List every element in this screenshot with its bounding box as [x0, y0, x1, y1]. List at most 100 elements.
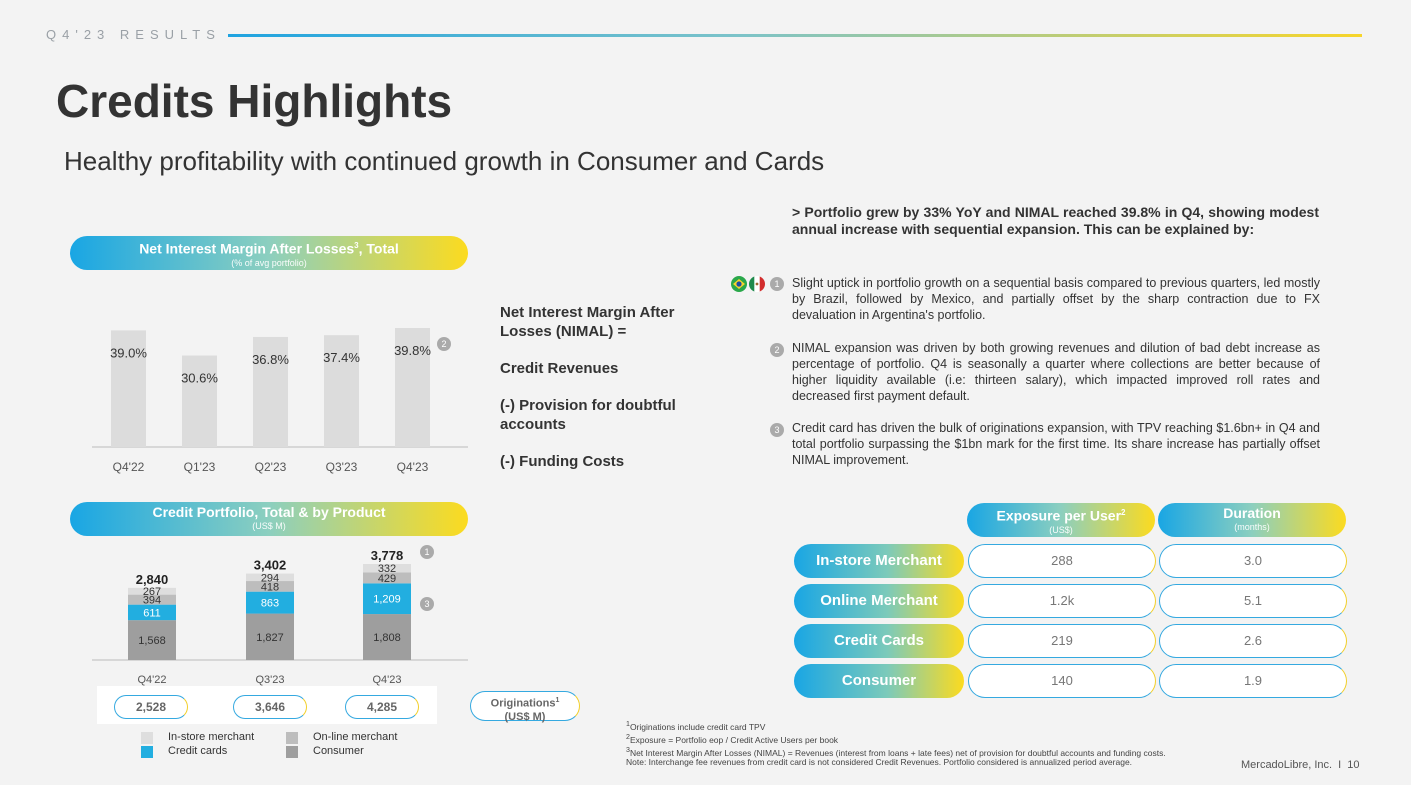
portfolio-segment-label: 429: [378, 573, 396, 585]
nimal-chart-header: Net Interest Margin After Losses3, Total…: [70, 236, 468, 270]
portfolio-bar-segment: [246, 591, 294, 614]
exposure-value: 140: [968, 664, 1156, 698]
originations-value: 3,646: [233, 695, 307, 719]
table-row-label: In-store Merchant: [794, 544, 964, 578]
duration-header-unit: (months): [1234, 522, 1270, 532]
exposure-header-unit: (US$): [1049, 524, 1073, 535]
originations-label-box: Originations1 (US$ M): [470, 691, 580, 723]
bullet-text: Slight uptick in portfolio growth on a s…: [792, 276, 1320, 322]
portfolio-segment-label: 611: [143, 607, 161, 619]
portfolio-bar-segment: [128, 620, 176, 660]
nimal-x-tick-label: Q4'22: [113, 460, 145, 474]
bullet-text: Credit card has driven the bulk of origi…: [792, 421, 1320, 467]
legend-label: Consumer: [313, 745, 364, 757]
nimal-bar: [111, 330, 146, 447]
portfolio-x-tick-label: Q4'22: [137, 674, 166, 686]
portfolio-segment-label: 1,568: [138, 635, 166, 647]
brazil-flag-icon: [731, 276, 747, 292]
footnote: 3Net Interest Margin After Losses (NIMAL…: [626, 745, 1166, 768]
nimal-chart-title-sup: 3: [354, 241, 359, 250]
mexico-flag-icon: [749, 276, 765, 292]
portfolio-segment-label: 267: [143, 586, 161, 598]
nimal-bar-chart: 39.0% Q4'22 30.6% Q1'23 36.8% Q2'23 37.4% Q3'23…: [92, 328, 468, 474]
portfolio-x-tick-label: Q4'23: [372, 674, 401, 686]
bullet-number: 3: [770, 423, 784, 437]
company-name: MercadoLibre, Inc.: [1241, 759, 1333, 771]
portfolio-bar-segment: [128, 587, 176, 595]
portfolio-segment-label: 863: [261, 598, 279, 610]
originations-label: Originations: [490, 697, 556, 710]
legend-swatch-instore: [141, 732, 153, 744]
duration-value: 2.6: [1159, 624, 1347, 658]
nimal-chart-unit: (% of avg portfolio): [231, 257, 307, 268]
footnote: 1Originations include credit card TPV: [626, 720, 766, 732]
portfolio-bar-segment: [363, 614, 411, 660]
originations-value: 2,528: [114, 695, 188, 719]
exposure-column-header: Exposure per User2 (US$): [967, 503, 1155, 537]
nimal-bar: [253, 336, 288, 447]
nimal-bar-label: 37.4%: [323, 350, 360, 365]
nimal-bar: [324, 335, 359, 447]
nimal-chart-title: Net Interest Margin After Losses: [139, 240, 355, 257]
originations-label-sup: 1: [555, 697, 560, 704]
portfolio-x-tick-label: Q3'23: [255, 674, 284, 686]
table-row-label: Online Merchant: [794, 584, 964, 618]
nimal-bar: [395, 328, 430, 447]
duration-value: 1.9: [1159, 664, 1347, 698]
nimal-bar-label: 39.8%: [394, 343, 431, 358]
originations-unit: (US$ M): [504, 710, 546, 723]
nimal-x-tick-label: Q3'23: [326, 460, 358, 474]
nimal-formula-funding: (-) Funding Costs: [500, 453, 625, 470]
nimal-chart-title-suffix: , Total: [358, 240, 399, 257]
nimal-bar-label: 30.6%: [181, 371, 218, 386]
section-label: Q4'23 RESULTS: [46, 27, 221, 42]
bullet-text: NIMAL expansion was driven by both growi…: [792, 341, 1320, 403]
nimal-formula: Net Interest Margin After Losses (NIMAL)…: [500, 303, 700, 471]
portfolio-chart-unit: (US$ M): [252, 521, 286, 531]
portfolio-bar-segment: [246, 581, 294, 592]
header-divider: [228, 34, 1362, 37]
legend-label: In-store merchant: [168, 731, 255, 743]
page-subtitle: Healthy profitability with continued gro…: [64, 146, 825, 176]
portfolio-total-label: 3,402: [254, 558, 287, 573]
exposure-header-title: Exposure per User: [996, 507, 1122, 524]
nimal-bar: [182, 355, 217, 447]
portfolio-segment-label: 1,827: [256, 632, 284, 644]
nimal-badge: 2: [437, 337, 451, 351]
footer-separator: I: [1338, 759, 1342, 771]
exposure-value: 219: [968, 624, 1156, 658]
table-row-label: Consumer: [794, 664, 964, 698]
portfolio-segment-label: 332: [378, 563, 396, 575]
nimal-formula-revenues: Credit Revenues: [500, 360, 619, 377]
duration-value: 5.1: [1159, 584, 1347, 618]
legend-swatch-consumer: [286, 746, 298, 758]
portfolio-segment-label: 294: [261, 572, 279, 584]
nimal-bar-label: 36.8%: [252, 352, 289, 367]
nimal-formula-definition: Net Interest Margin After Losses (NIMAL)…: [500, 304, 675, 340]
exposure-value: 288: [968, 544, 1156, 578]
nimal-x-tick-label: Q1'23: [184, 460, 216, 474]
duration-header-title: Duration: [1223, 505, 1281, 521]
portfolio-segment-label: 1,808: [373, 632, 401, 644]
legend-label: Credit cards: [168, 745, 228, 757]
duration-value: 3.0: [1159, 544, 1347, 578]
bullet-number: 2: [770, 343, 784, 357]
footnote: 2Exposure = Portfolio eop / Credit Activ…: [626, 732, 839, 745]
portfolio-bar-segment: [246, 613, 294, 660]
portfolio-bar-segment: [128, 604, 176, 621]
portfolio-stacked-chart: 1,5686113942672,840Q4'221,8278634182943,…: [92, 548, 468, 686]
portfolio-bar-segment: [246, 573, 294, 582]
portfolio-segment-label: 394: [143, 595, 161, 607]
portfolio-bar-segment: [128, 594, 176, 605]
originations-value: 4,285: [345, 695, 419, 719]
portfolio-total-label: 3,778: [371, 548, 404, 563]
portfolio-chart-header: Credit Portfolio, Total & by Product (US…: [70, 502, 468, 536]
bullet-number: 1: [770, 277, 784, 291]
portfolio-bar-segment: [363, 564, 411, 573]
nimal-bar-label: 39.0%: [110, 345, 147, 360]
table-row-label: Credit Cards: [794, 624, 964, 658]
footer: MercadoLibre, Inc. I 10: [1241, 759, 1360, 771]
legend-swatch-cards: [141, 746, 153, 758]
portfolio-chart-title: Credit Portfolio, Total & by Product: [152, 504, 386, 520]
page-number: 10: [1347, 759, 1360, 771]
